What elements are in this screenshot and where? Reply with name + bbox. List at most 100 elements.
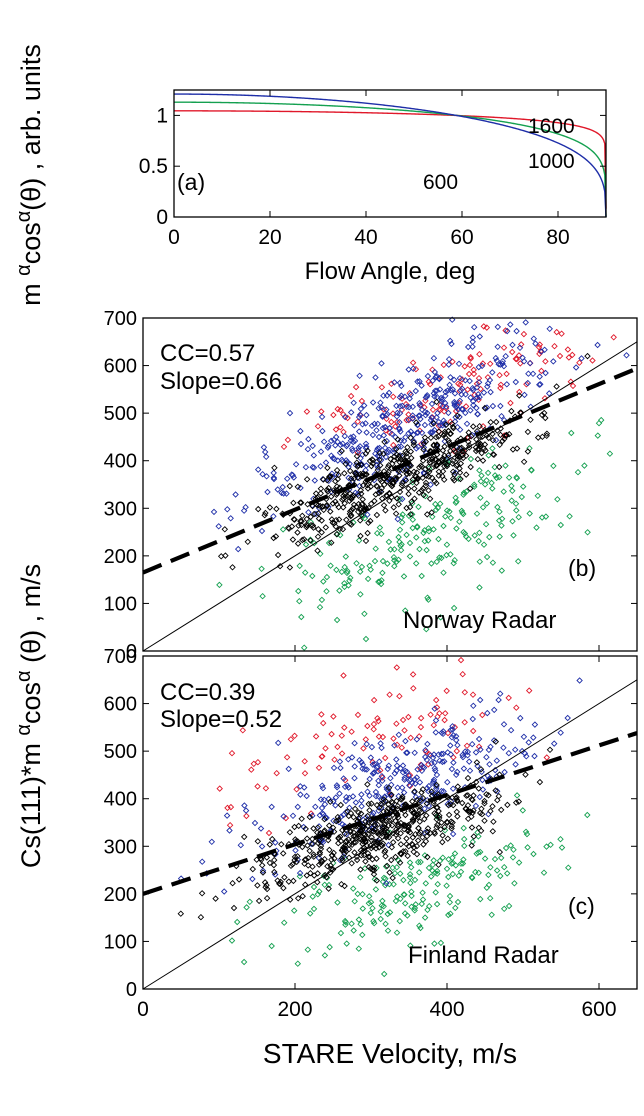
scatter-point-black xyxy=(317,842,325,850)
scatter-point-black xyxy=(323,486,331,494)
scatter-point-black xyxy=(443,461,451,468)
scatter-point-green xyxy=(425,864,433,872)
identity-line xyxy=(142,341,638,652)
scatter-point-red xyxy=(352,383,360,391)
scatter-point-blue xyxy=(456,444,463,452)
scatter-point-green xyxy=(346,577,353,584)
scatter-point-green xyxy=(507,842,514,849)
scatter-point-black xyxy=(339,504,347,511)
scatter-point-black xyxy=(332,477,339,485)
scatter-point-blue xyxy=(409,403,417,411)
scatter-point-blue xyxy=(429,377,436,384)
scatter-point-green xyxy=(382,920,389,928)
scatter-point-red xyxy=(347,392,355,400)
scatter-point-black xyxy=(295,822,302,830)
scatter-point-blue xyxy=(348,754,356,761)
scatter-point-black xyxy=(298,518,305,525)
scatter-point-red xyxy=(503,370,510,378)
scatter-point-blue xyxy=(448,765,456,773)
scatter-point-black xyxy=(325,885,332,892)
scatter-point-red xyxy=(426,380,434,388)
scatter-point-black xyxy=(462,471,470,478)
scatter-point-blue xyxy=(433,387,441,394)
scatter-point-black xyxy=(327,493,335,500)
scatter-point-black xyxy=(316,851,323,858)
scatter-point-blue xyxy=(428,421,435,428)
scatter-point-blue xyxy=(383,392,391,399)
scatter-point-blue xyxy=(447,374,454,381)
scatter-point-green xyxy=(485,452,492,459)
scatter-point-green xyxy=(458,507,466,515)
scatter-point-red xyxy=(569,351,576,359)
scatter-point-red xyxy=(216,785,223,792)
scatter-point-green xyxy=(397,895,404,903)
scatter-point-black xyxy=(353,459,361,466)
scatter-point-blue xyxy=(550,740,558,747)
scatter-point-black xyxy=(457,460,465,467)
scatter-point-black xyxy=(382,853,389,860)
scatter-point-blue xyxy=(417,795,424,802)
scatter-point-red xyxy=(378,384,386,391)
ylabel-top: m αcosα(θ) , arb. units xyxy=(13,44,46,306)
scatter-point-green xyxy=(371,557,379,565)
scatter-point-black xyxy=(359,823,366,830)
scatter-point-blue xyxy=(358,791,365,798)
scatter-point-black xyxy=(322,524,330,531)
scatter-point-green xyxy=(433,900,441,908)
scatter-point-black xyxy=(406,470,413,477)
scatter-point-blue xyxy=(442,388,449,396)
scatter-point-black xyxy=(316,849,324,856)
scatter-point-black xyxy=(437,826,444,833)
scatter-point-black xyxy=(344,808,351,815)
scatter-point-green xyxy=(436,554,443,561)
scatter-point-green xyxy=(475,833,482,840)
scatter-point-black xyxy=(358,826,366,834)
scatter-point-black xyxy=(373,801,381,809)
scatter-point-blue xyxy=(383,449,390,456)
scatter-point-black xyxy=(441,452,448,459)
scatter-point-green xyxy=(356,568,364,575)
scatter-point-green xyxy=(460,835,468,843)
identity-line xyxy=(142,679,638,990)
scatter-point-blue xyxy=(513,327,520,335)
scatter-point-red xyxy=(409,671,417,678)
scatter-point-black xyxy=(379,823,386,830)
scatter-point-blue xyxy=(373,427,380,434)
scatter-point-black xyxy=(272,533,280,540)
scatter-point-blue xyxy=(368,743,376,751)
scatter-point-black xyxy=(478,805,485,813)
scatter-point-green xyxy=(453,498,460,505)
scatter-point-black xyxy=(351,470,359,477)
scatter-point-blue xyxy=(325,442,332,450)
scatter-point-black xyxy=(378,485,385,492)
scatter-point-black xyxy=(333,466,341,474)
scatter-point-green xyxy=(481,481,489,488)
scatter-point-blue xyxy=(395,424,403,432)
scatter-point-red xyxy=(312,733,320,740)
scatter-point-green xyxy=(513,792,521,799)
scatter-point-green xyxy=(434,880,441,888)
scatter-point-black xyxy=(364,812,371,820)
scatter-point-green xyxy=(390,553,398,561)
scatter-point-green xyxy=(240,958,248,966)
scatter-point-red xyxy=(370,696,378,704)
scatter-point-red xyxy=(410,685,417,692)
scatter-point-black xyxy=(337,801,345,809)
scatter-point-blue xyxy=(431,765,439,772)
scatter-point-blue xyxy=(208,838,216,846)
scatter-point-black xyxy=(433,781,440,789)
scatter-point-black xyxy=(287,862,295,870)
scatter-point-green xyxy=(367,909,375,917)
scatter-point-red xyxy=(248,766,255,773)
scatter-point-green xyxy=(314,891,322,898)
scatter-point-blue xyxy=(411,749,418,757)
scatter-point-red xyxy=(412,365,420,373)
scatter-point-blue xyxy=(494,323,502,331)
scatter-point-green xyxy=(500,863,508,871)
scatter-point-blue xyxy=(404,749,411,756)
scatter-point-black xyxy=(462,805,470,812)
scatter-point-green xyxy=(365,893,373,900)
scatter-point-green xyxy=(258,565,265,573)
panel-b-plot xyxy=(142,316,638,652)
scatter-point-blue xyxy=(465,758,473,765)
